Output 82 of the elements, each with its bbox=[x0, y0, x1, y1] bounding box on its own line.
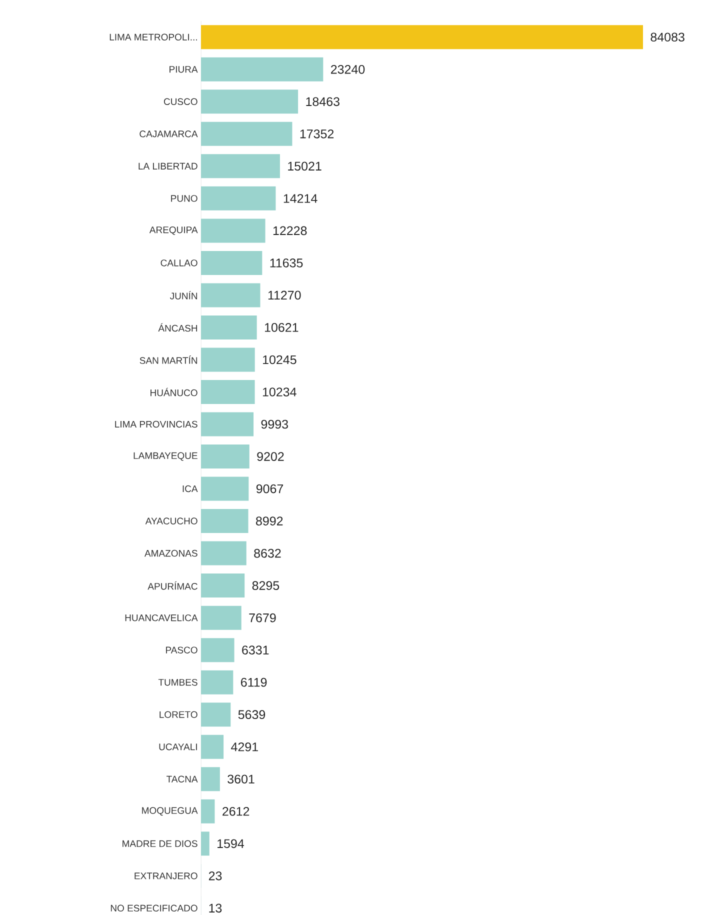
y-tick-label: HUANCAVELICA bbox=[125, 614, 198, 622]
y-tick-label: AYACUCHO bbox=[145, 518, 198, 524]
data-label: 23 bbox=[208, 871, 222, 880]
data-label: 8632 bbox=[254, 548, 281, 558]
data-label: 23240 bbox=[330, 64, 365, 74]
bar bbox=[201, 218, 266, 243]
bar bbox=[201, 412, 254, 436]
bar bbox=[201, 670, 234, 694]
y-tick-label: TUMBES bbox=[158, 678, 198, 686]
bar bbox=[201, 122, 292, 146]
bar bbox=[201, 702, 231, 727]
y-tick-label: PIURA bbox=[170, 66, 198, 73]
bar bbox=[201, 799, 215, 824]
bar bbox=[201, 734, 224, 759]
bar bbox=[201, 767, 220, 792]
data-label: 2612 bbox=[222, 806, 250, 816]
data-label: 11635 bbox=[270, 258, 303, 268]
bar bbox=[201, 154, 280, 178]
y-tick-label: UCAYALI bbox=[159, 743, 197, 750]
y-tick-label: ÁNCASH bbox=[158, 323, 198, 332]
data-label: 13 bbox=[209, 904, 222, 913]
y-tick-label: EXTRANJERO bbox=[134, 872, 198, 880]
y-tick-label: AMAZONAS bbox=[144, 550, 198, 557]
y-tick-label: CUSCO bbox=[164, 98, 198, 106]
data-label: 14214 bbox=[284, 194, 318, 203]
data-label: 12228 bbox=[273, 226, 307, 236]
data-label: 1594 bbox=[218, 839, 244, 848]
data-label: 5639 bbox=[238, 710, 266, 720]
data-label: 6119 bbox=[240, 678, 267, 687]
bar bbox=[201, 250, 262, 275]
y-tick-label: APURÍMAC bbox=[148, 581, 198, 590]
data-label: 7679 bbox=[249, 613, 276, 622]
y-tick-label: MOQUEGUA bbox=[142, 807, 198, 816]
bar bbox=[201, 348, 255, 372]
bar bbox=[201, 57, 324, 82]
bar bbox=[201, 476, 249, 501]
data-label: 17352 bbox=[300, 129, 334, 138]
data-label: 8992 bbox=[256, 516, 283, 526]
data-label: 84083 bbox=[650, 32, 684, 42]
data-label: 10621 bbox=[264, 323, 298, 332]
data-label: 8295 bbox=[252, 581, 280, 590]
y-tick-label: PUNO bbox=[171, 195, 198, 202]
bar bbox=[201, 315, 257, 340]
data-label: 9993 bbox=[261, 420, 288, 429]
data-label: 9067 bbox=[256, 484, 284, 494]
bar bbox=[201, 638, 234, 662]
y-tick-label: LORETO bbox=[160, 711, 198, 718]
data-label: 6331 bbox=[242, 646, 269, 655]
bar bbox=[201, 283, 260, 308]
y-tick-label: JUNÍN bbox=[170, 291, 198, 300]
y-tick-label: MADRE DE DIOS bbox=[122, 840, 198, 848]
bar bbox=[201, 186, 276, 210]
data-label: 3601 bbox=[228, 774, 254, 784]
bar bbox=[201, 380, 255, 404]
data-label: 18463 bbox=[306, 97, 340, 106]
bar bbox=[201, 832, 210, 856]
bar bbox=[201, 541, 246, 566]
y-tick-label: LIMA PROVINCIAS bbox=[115, 420, 198, 428]
y-tick-label: LIMA METROPOLI... bbox=[110, 34, 197, 40]
y-tick-label: HUÁNUCO bbox=[150, 388, 198, 396]
bar bbox=[201, 25, 644, 50]
bar bbox=[201, 574, 245, 598]
data-label: 9202 bbox=[257, 452, 284, 461]
y-tick-label: NO ESPECIFICADO bbox=[110, 904, 198, 912]
bar bbox=[201, 444, 250, 469]
data-label: 11270 bbox=[268, 290, 301, 300]
data-label: 4291 bbox=[231, 742, 258, 752]
y-tick-label: AREQUIPA bbox=[149, 226, 198, 235]
data-label: 10234 bbox=[262, 388, 296, 396]
bar bbox=[201, 90, 298, 114]
data-label: 10245 bbox=[263, 355, 296, 364]
data-label: 15021 bbox=[288, 162, 322, 171]
bar bbox=[201, 606, 242, 630]
y-tick-label: ICA bbox=[182, 485, 198, 492]
y-tick-label: LA LIBERTAD bbox=[138, 162, 198, 170]
y-tick-label: PASCO bbox=[166, 646, 198, 654]
bar bbox=[201, 509, 248, 534]
y-tick-label: LAMBAYEQUE bbox=[134, 452, 198, 461]
y-tick-label: SAN MARTÍN bbox=[140, 356, 198, 364]
y-tick-label: CALLAO bbox=[160, 260, 198, 266]
y-tick-label: TACNA bbox=[166, 776, 198, 782]
y-tick-label: CAJAMARCA bbox=[140, 130, 198, 138]
